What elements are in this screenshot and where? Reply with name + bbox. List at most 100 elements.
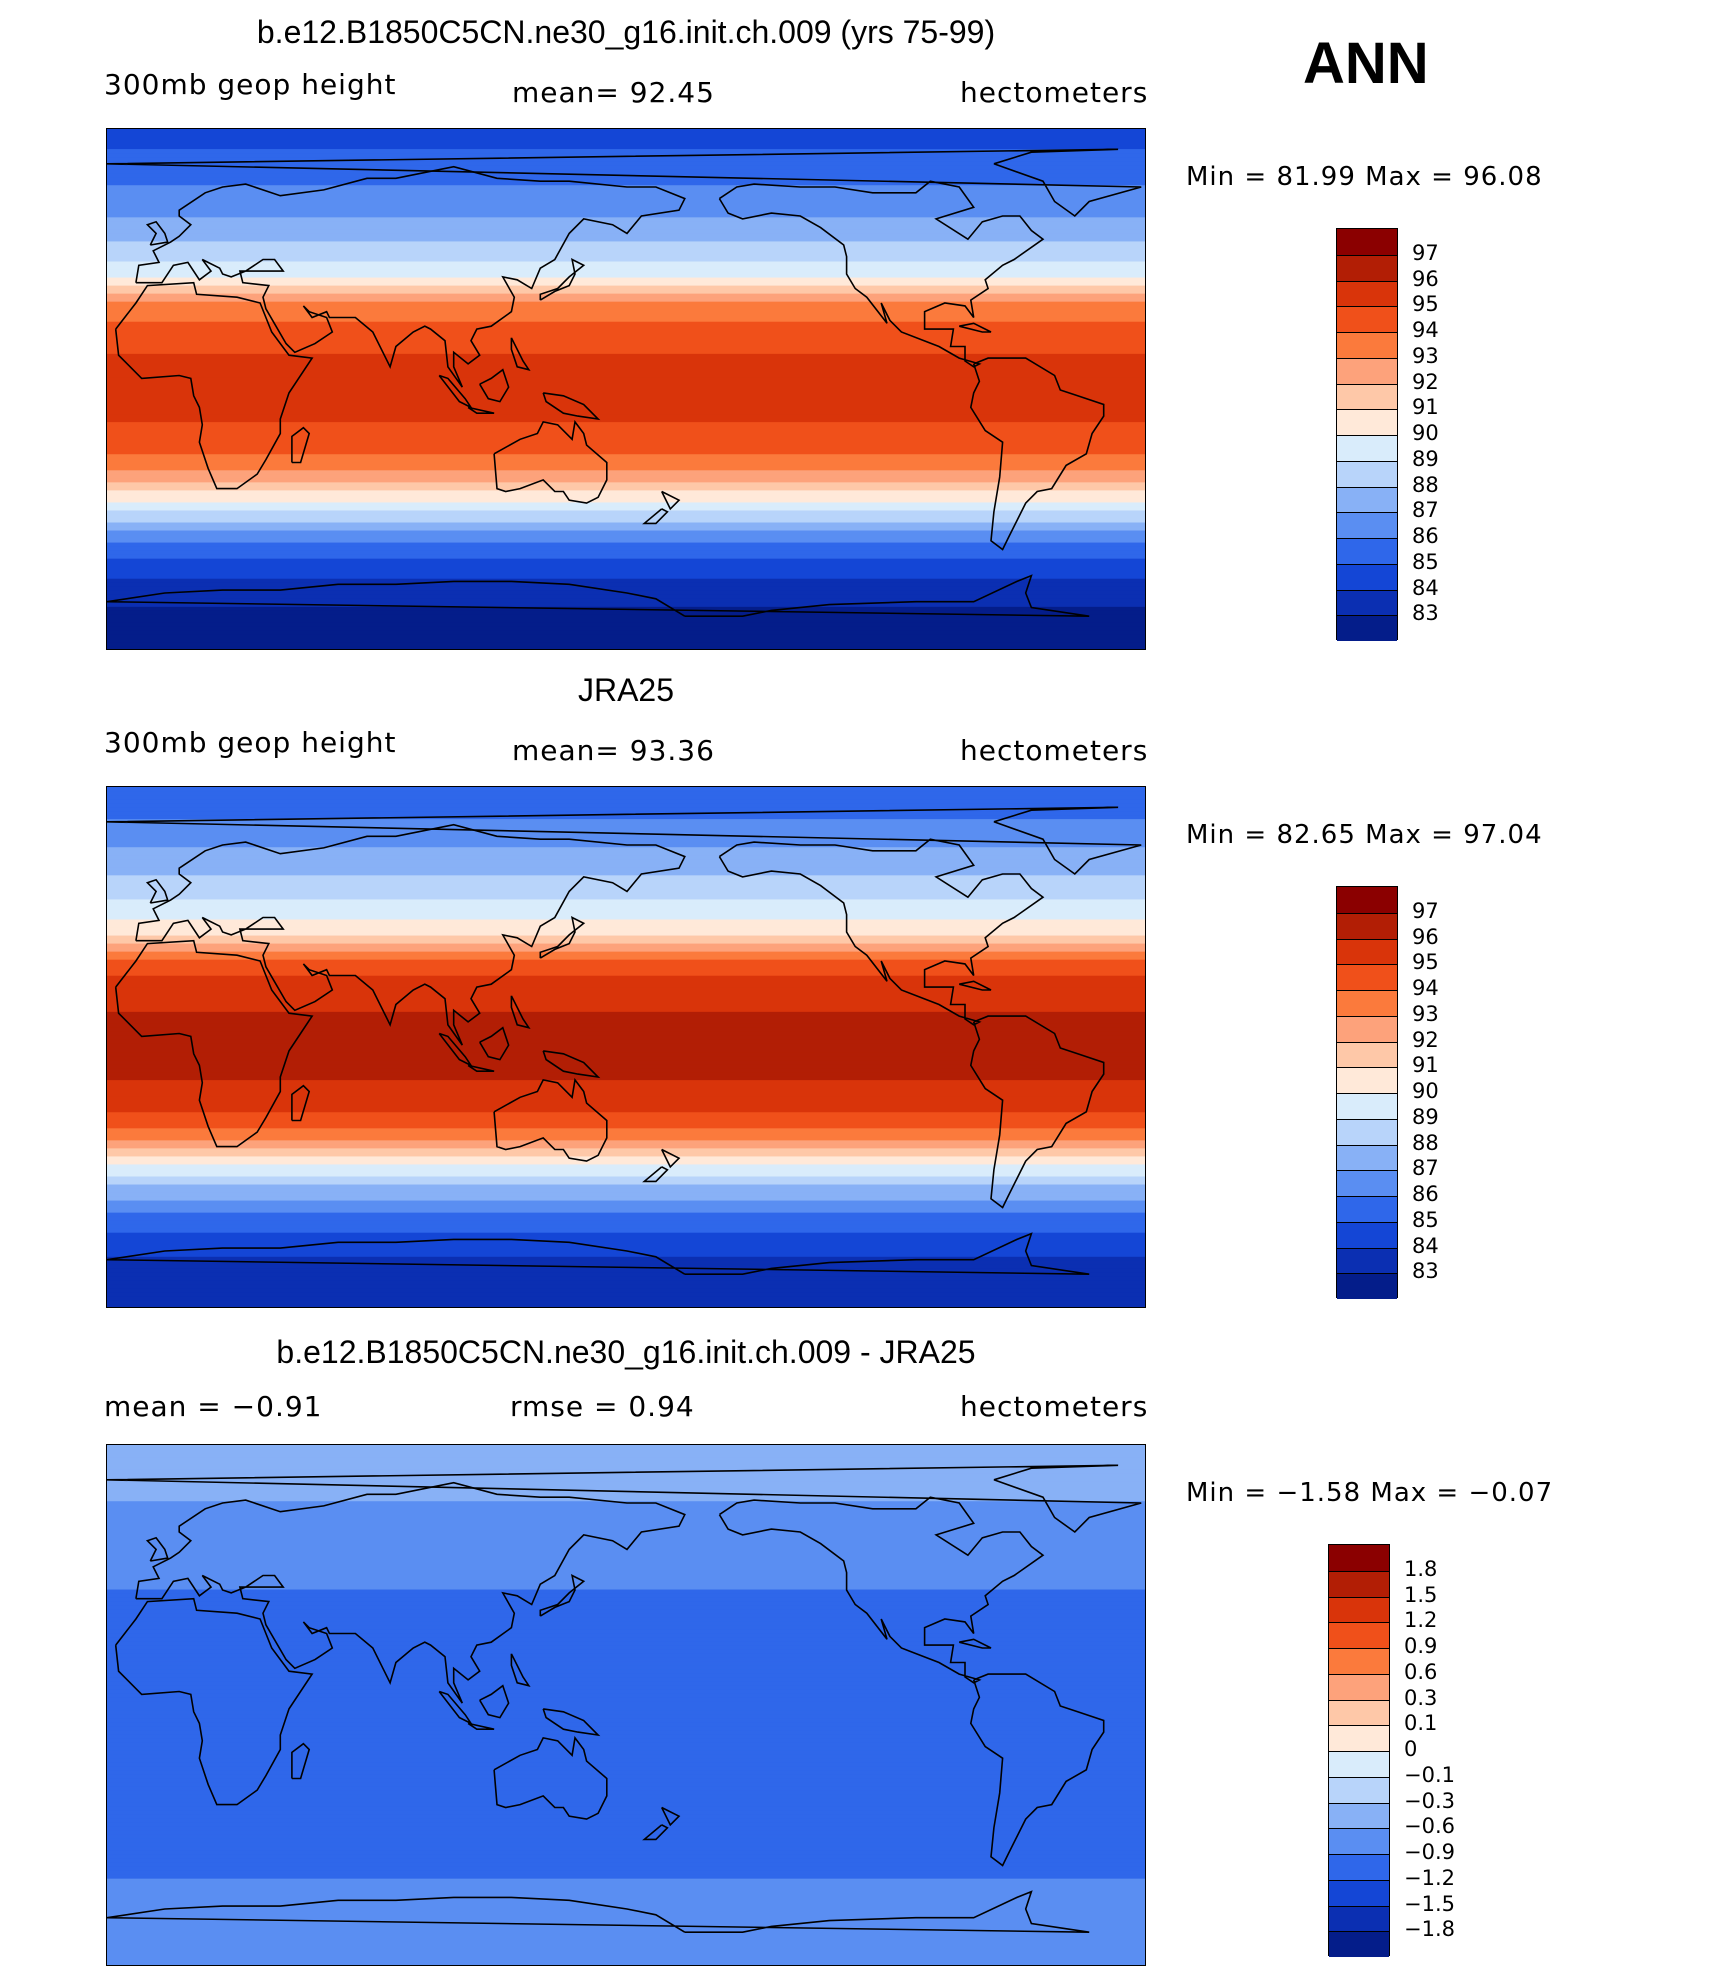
colorbar-label: 88 <box>1412 472 1439 497</box>
contour-band <box>107 1697 1145 1703</box>
contour-band <box>107 474 1145 479</box>
contour-band <box>107 1573 1145 1579</box>
colorbar-swatch <box>1337 1273 1397 1299</box>
contour-band <box>107 538 1145 544</box>
contour-band <box>107 835 1145 840</box>
contour-band <box>107 1477 1145 1482</box>
contour-band <box>107 542 1145 548</box>
contour-band <box>107 1942 1145 1948</box>
colorbar-swatch <box>1337 589 1397 616</box>
contour-band <box>107 1710 1145 1715</box>
contour-band <box>107 979 1145 985</box>
contour-band <box>107 390 1145 395</box>
contour-band <box>107 221 1145 226</box>
contour-band <box>107 365 1145 371</box>
contour-band <box>107 217 1145 222</box>
panel-title-diff: b.e12.B1850C5CN.ne30_g16.init.ch.009 - J… <box>276 1334 976 1370</box>
contour-band <box>107 1152 1145 1158</box>
coastline <box>107 1464 1142 1534</box>
contour-band <box>107 265 1145 271</box>
colorbar-diff: 1.8 1.5 1.2 0.9 0.6 0.3 0.1 0 −0.1 −0.3 −0.6 −0.9 −1… <box>1328 1544 1455 1957</box>
contour-band <box>107 1589 1145 1595</box>
variable-label-obs: 300mb geop height <box>104 726 397 759</box>
contour-band <box>107 550 1145 556</box>
coastline <box>114 1597 314 1806</box>
colorbar-obs: 97 96 95 94 93 92 91 90 89 88 87 86 85 84 83 <box>1336 886 1439 1299</box>
contour-band <box>107 257 1145 263</box>
contour-band <box>107 297 1145 303</box>
contour-band <box>107 1794 1145 1799</box>
colorbar-swatch <box>1337 254 1397 281</box>
colorbar-label: 86 <box>1412 1182 1439 1206</box>
contour-band <box>107 815 1145 820</box>
contour-band <box>107 1609 1145 1615</box>
contour-band <box>107 807 1145 812</box>
colorbar-swatch <box>1337 1196 1397 1222</box>
contour-band <box>107 1669 1145 1675</box>
contour-band <box>107 1493 1145 1498</box>
contour-band <box>107 526 1145 532</box>
contour-band <box>107 1890 1145 1896</box>
coastline <box>642 508 669 525</box>
contour-band <box>107 1882 1145 1888</box>
colorbar-label: 86 <box>1412 524 1439 548</box>
colorbar-swatch <box>1337 538 1397 564</box>
contour-band <box>107 799 1145 804</box>
colorbar-label: 95 <box>1412 292 1439 317</box>
contour-band <box>107 895 1145 901</box>
contour-band <box>107 1894 1145 1900</box>
contour-band <box>107 1862 1145 1868</box>
contour-band <box>107 1136 1145 1141</box>
contour-band <box>107 1228 1145 1234</box>
contour-band <box>107 626 1145 632</box>
contour-band <box>107 1718 1145 1723</box>
contour-band <box>107 642 1145 648</box>
colorbar-swatch <box>1337 615 1397 641</box>
contour-band <box>107 1144 1145 1149</box>
contour-band <box>107 1505 1145 1510</box>
colorbar-swatch <box>1329 1751 1389 1777</box>
colorbar-label: 93 <box>1412 343 1439 368</box>
coastline <box>107 1232 1090 1275</box>
contour-band <box>107 1084 1145 1089</box>
contour-band <box>107 1140 1145 1145</box>
coastline <box>959 980 992 991</box>
colorbar-swatch <box>1329 1905 1389 1932</box>
contour-band <box>107 1681 1145 1687</box>
contour-band <box>107 1565 1145 1571</box>
coastline <box>539 1574 586 1617</box>
contour-band <box>107 482 1145 487</box>
contour-band <box>107 458 1145 463</box>
contour-band <box>107 574 1145 580</box>
contour-band <box>107 598 1145 604</box>
colorbar-label: 83 <box>1412 1259 1439 1284</box>
contour-band <box>107 205 1145 210</box>
contour-band <box>107 418 1145 423</box>
contour-band <box>107 1790 1145 1795</box>
contour-band <box>107 1810 1145 1816</box>
coastline <box>291 1084 311 1122</box>
contour-band <box>107 847 1145 852</box>
contour-band <box>107 963 1145 969</box>
contour-band <box>107 1176 1145 1182</box>
contour-band <box>107 1585 1145 1591</box>
contour-band <box>107 357 1145 363</box>
colorbar-swatch <box>1337 409 1397 435</box>
contour-band <box>107 394 1145 399</box>
contour-band <box>107 1268 1145 1274</box>
contour-band <box>107 1822 1145 1828</box>
panel-title-obs: JRA25 <box>577 672 675 708</box>
contour-band <box>107 446 1145 451</box>
contour-band <box>107 1124 1145 1129</box>
contour-band <box>107 1854 1145 1860</box>
contour-band <box>107 1497 1145 1502</box>
colorbar-swatch <box>1337 1041 1397 1068</box>
colorbar-swatch <box>1337 964 1397 990</box>
contour-band <box>107 261 1145 267</box>
contour-band <box>107 935 1145 941</box>
contour-band <box>107 1689 1145 1695</box>
contour-band <box>107 1276 1145 1282</box>
contour-band <box>107 1096 1145 1101</box>
contour-band <box>107 177 1145 182</box>
contour-band <box>107 361 1145 367</box>
